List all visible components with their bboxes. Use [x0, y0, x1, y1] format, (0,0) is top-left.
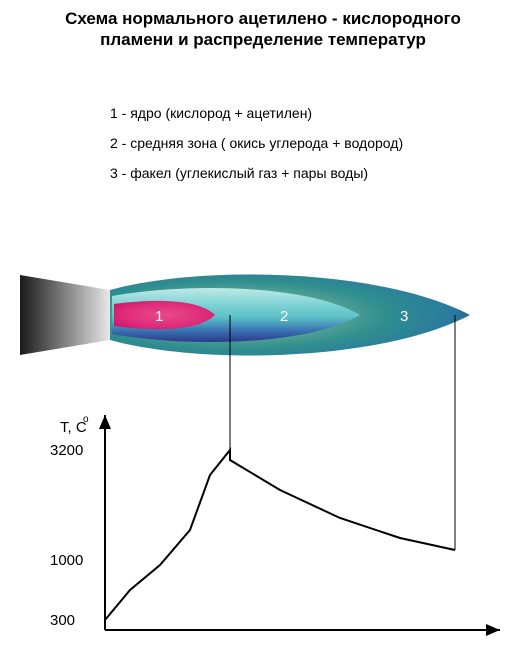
y-axis-arrow-icon	[99, 415, 111, 429]
x-axis-arrow-icon	[486, 624, 500, 636]
nozzle-shape	[20, 275, 110, 355]
flame-diagram: 1 2 3	[0, 230, 526, 410]
zone2-label: 2	[280, 308, 288, 325]
y-tick-label: 1000	[50, 552, 83, 569]
y-tick-label: 3200	[50, 442, 83, 459]
title-line-2: пламени и распределение температур	[100, 30, 426, 49]
degree-symbol: o	[83, 414, 89, 425]
legend: 1 - ядро (кислород + ацетилен) 2 - средн…	[110, 105, 403, 195]
y-tick-label: 300	[50, 612, 75, 629]
zone1-label: 1	[155, 308, 163, 325]
diagram-title: Схема нормального ацетилено - кислородно…	[0, 0, 526, 51]
zone3-label: 3	[400, 308, 408, 325]
legend-item-3: 3 - факел (углекислый газ + пары воды)	[110, 165, 403, 181]
legend-item-1: 1 - ядро (кислород + ацетилен)	[110, 105, 403, 121]
legend-item-2: 2 - средняя зона ( окись углерода + водо…	[110, 135, 403, 151]
temperature-chart: T, C o 30010003200	[0, 410, 526, 660]
temperature-curve	[105, 450, 455, 620]
flame-svg	[0, 230, 526, 410]
title-line-1: Схема нормального ацетилено - кислородно…	[65, 9, 461, 28]
